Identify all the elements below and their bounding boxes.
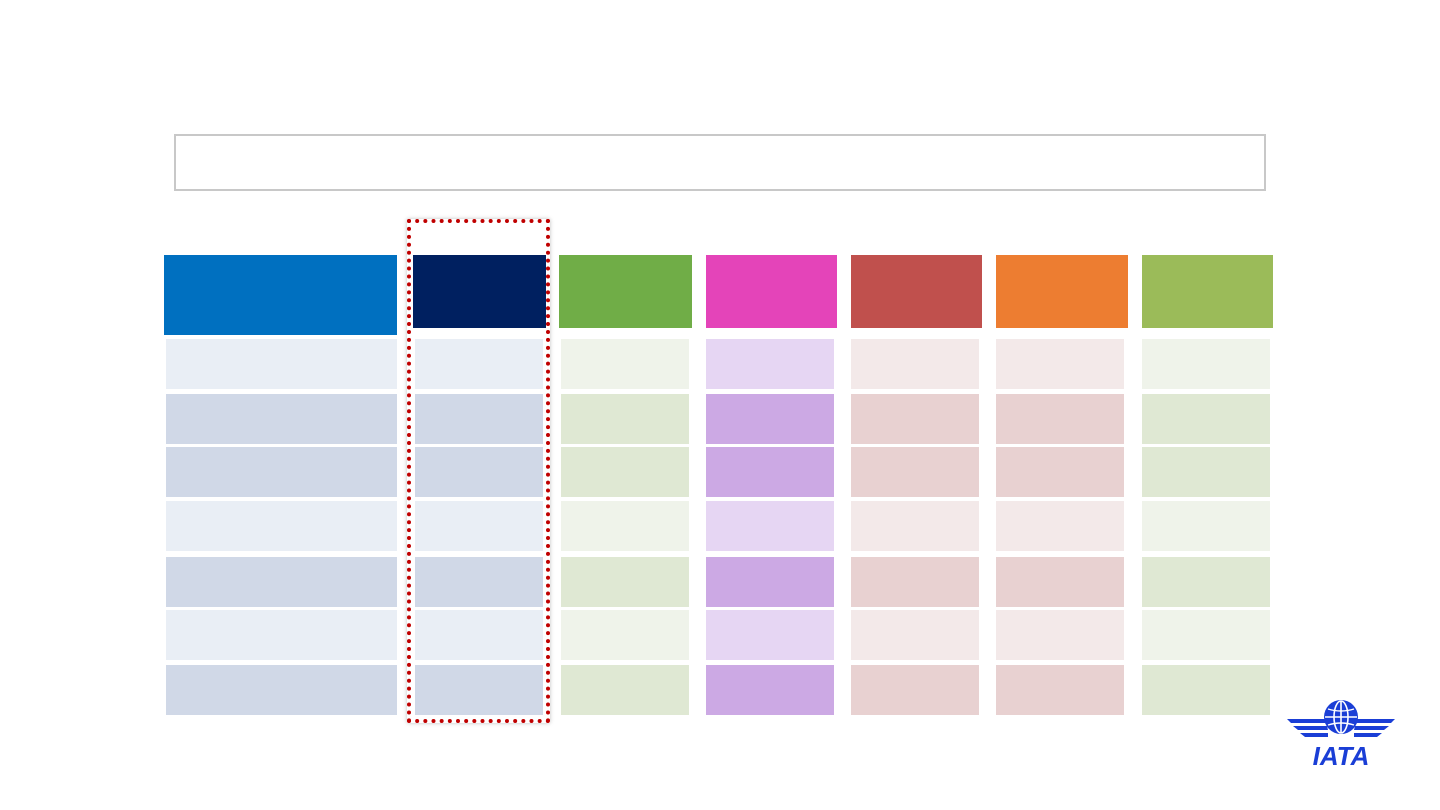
table-cell (415, 557, 543, 607)
table-cell (851, 447, 979, 497)
table-cell (1142, 339, 1270, 389)
table-cell (851, 557, 979, 607)
table-cell (706, 394, 834, 444)
table-cell (851, 339, 979, 389)
table-cell (996, 665, 1124, 715)
table-cell (851, 501, 979, 551)
table-cell (706, 557, 834, 607)
table-cell (706, 447, 834, 497)
table-cell (996, 447, 1124, 497)
table-cell (706, 501, 834, 551)
table-header-col-5 (851, 255, 982, 328)
table-cell (1142, 610, 1270, 660)
table-header-col-6 (996, 255, 1128, 328)
table-cell (561, 501, 689, 551)
table-cell (1142, 447, 1270, 497)
table-cell (996, 501, 1124, 551)
table-cell (996, 557, 1124, 607)
table-cell (851, 610, 979, 660)
table-cell (1142, 394, 1270, 444)
table-cell (166, 557, 397, 607)
table-cell (166, 610, 397, 660)
table-cell (996, 394, 1124, 444)
table-cell (1142, 501, 1270, 551)
iata-wordmark: IATA (1313, 741, 1370, 769)
table-cell (166, 447, 397, 497)
table-cell (415, 447, 543, 497)
table-cell (561, 394, 689, 444)
table-cell (561, 557, 689, 607)
table-cell (166, 394, 397, 444)
table-cell (561, 665, 689, 715)
table-cell (1142, 557, 1270, 607)
table-cell (166, 501, 397, 551)
iata-logo-icon: IATA (1287, 700, 1395, 769)
table-header-col-3 (559, 255, 692, 328)
table-cell (561, 339, 689, 389)
table-cell (851, 665, 979, 715)
table-cell (851, 394, 979, 444)
slide-title-box (174, 134, 1266, 191)
table-cell (706, 610, 834, 660)
table-header-col-7 (1142, 255, 1273, 328)
table-cell (561, 447, 689, 497)
table-cell (996, 339, 1124, 389)
table-cell (706, 339, 834, 389)
table-cell (415, 665, 543, 715)
table-cell (415, 610, 543, 660)
table-cell (415, 339, 543, 389)
table-header-col-label (164, 255, 397, 335)
table-cell (561, 610, 689, 660)
table-header-col-2 (413, 255, 546, 328)
table-cell (996, 610, 1124, 660)
table-cell (166, 339, 397, 389)
table-header-col-4 (706, 255, 837, 328)
table-cell (706, 665, 834, 715)
table-cell (415, 501, 543, 551)
table-cell (166, 665, 397, 715)
table-cell (1142, 665, 1270, 715)
table-cell (415, 394, 543, 444)
